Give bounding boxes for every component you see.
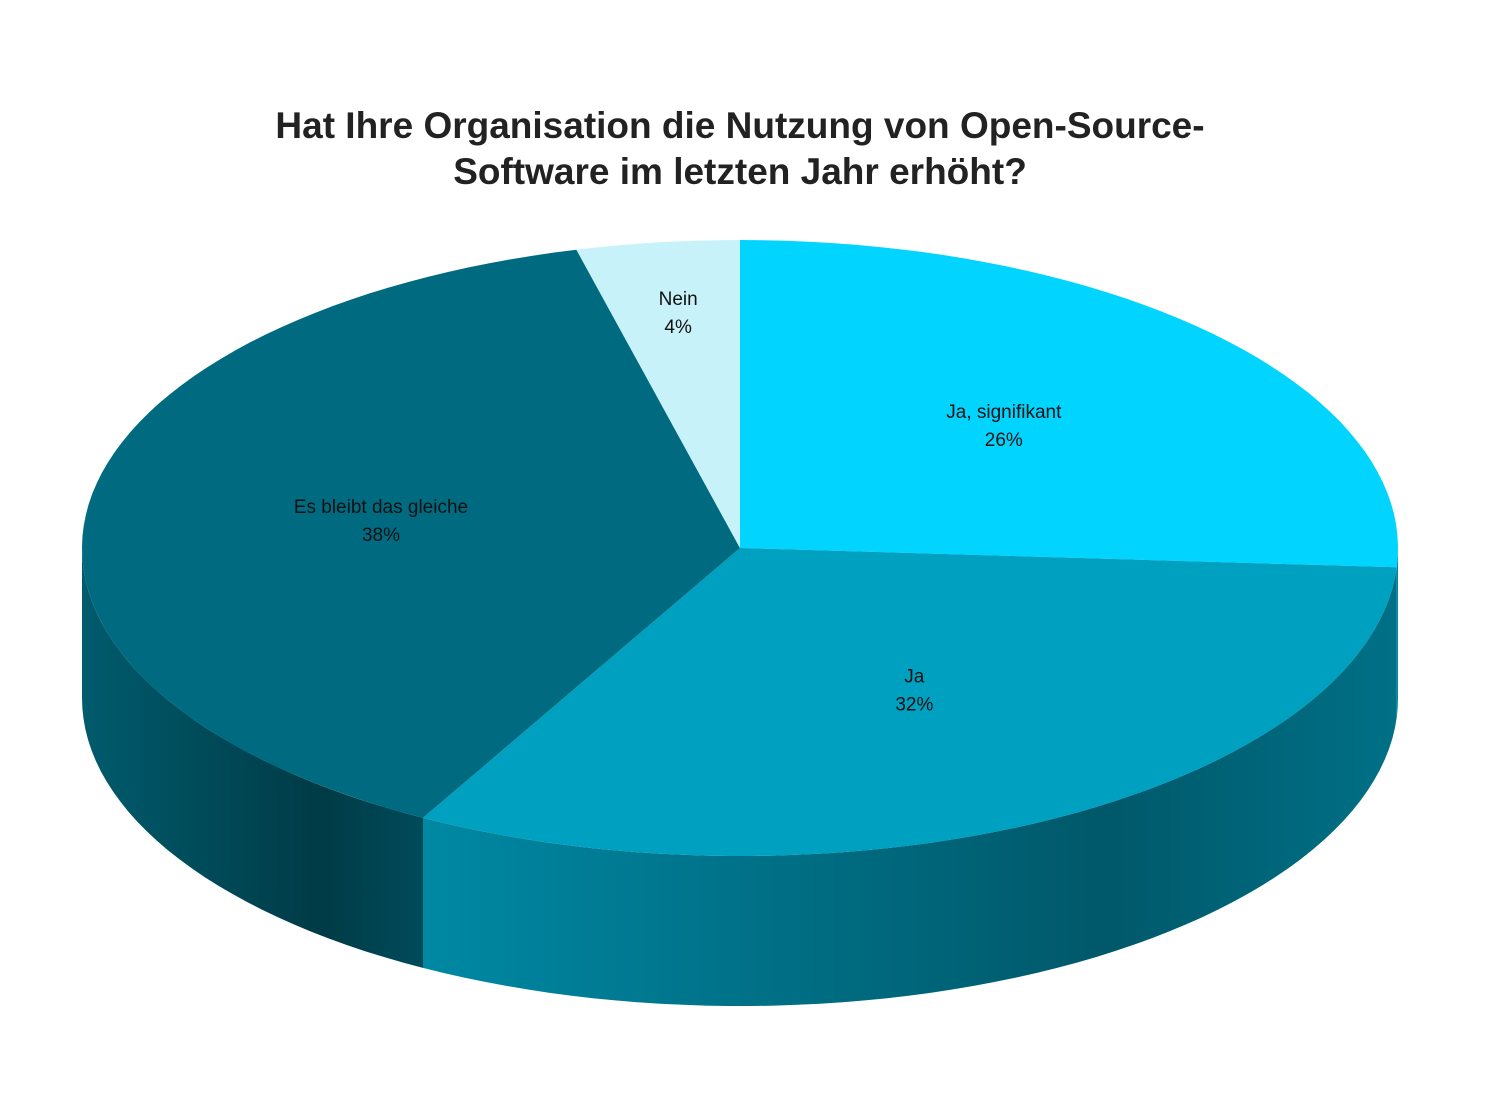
slice [423, 548, 1397, 856]
slice-side-shade [423, 567, 1397, 1006]
slice-side-shade [82, 548, 423, 968]
slice-label: Ja [904, 666, 925, 687]
value-label: 32% [895, 694, 933, 715]
slice [740, 240, 1398, 568]
chart-title: Hat Ihre Organisation die Nutzung von Op… [275, 105, 1204, 146]
chart-title: Software im letzten Jahr erhöht? [453, 151, 1027, 192]
slice-label: Nein [659, 289, 698, 310]
slice-side-shade [1396, 548, 1398, 718]
value-label: 38% [362, 525, 400, 546]
slice-label: Ja, signifikant [946, 402, 1062, 423]
slice-label: Es bleibt das gleiche [294, 497, 468, 518]
value-label: 4% [664, 317, 692, 338]
value-label: 26% [985, 430, 1023, 451]
slice [576, 240, 740, 548]
slice [82, 249, 740, 818]
